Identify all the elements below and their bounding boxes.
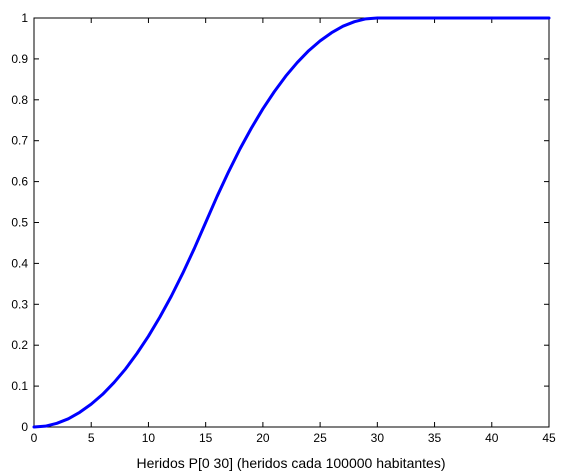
y-tick-label: 0.5 xyxy=(11,216,28,230)
x-tick-label: 10 xyxy=(142,431,156,445)
x-tick-label: 35 xyxy=(428,431,442,445)
y-tick-label: 0.1 xyxy=(11,379,28,393)
y-tick-label: 0 xyxy=(21,420,28,434)
tick-marks xyxy=(33,17,550,428)
tick-labels: 0 5 10 15 20 25 30 35 40 45 0 0.1 0.2 0.3 0.4 0.5 0.6 0.7… xyxy=(11,11,556,445)
series-line xyxy=(32,16,551,429)
x-tick-label: 0 xyxy=(31,431,38,445)
x-tick-label: 5 xyxy=(88,431,95,445)
series-group xyxy=(32,16,551,429)
y-tick-label: 0.7 xyxy=(11,134,28,148)
x-tick-label: 30 xyxy=(371,431,385,445)
x-tick-label: 45 xyxy=(542,431,556,445)
x-tick-label: 20 xyxy=(256,431,270,445)
y-tick-label: 0.6 xyxy=(11,175,28,189)
y-tick-label: 1 xyxy=(21,11,28,25)
y-tick-label: 0.8 xyxy=(11,93,28,107)
x-tick-label: 15 xyxy=(199,431,213,445)
x-tick-label: 25 xyxy=(313,431,327,445)
y-tick-label: 0.3 xyxy=(11,297,28,311)
x-axis-label: Heridos P[0 30] (heridos cada 100000 hab… xyxy=(137,455,446,471)
y-tick-label: 0.9 xyxy=(11,52,28,66)
plot-area xyxy=(33,17,550,428)
y-tick-label: 0.2 xyxy=(11,338,28,352)
y-tick-label: 0.4 xyxy=(11,256,28,270)
x-tick-label: 40 xyxy=(485,431,499,445)
